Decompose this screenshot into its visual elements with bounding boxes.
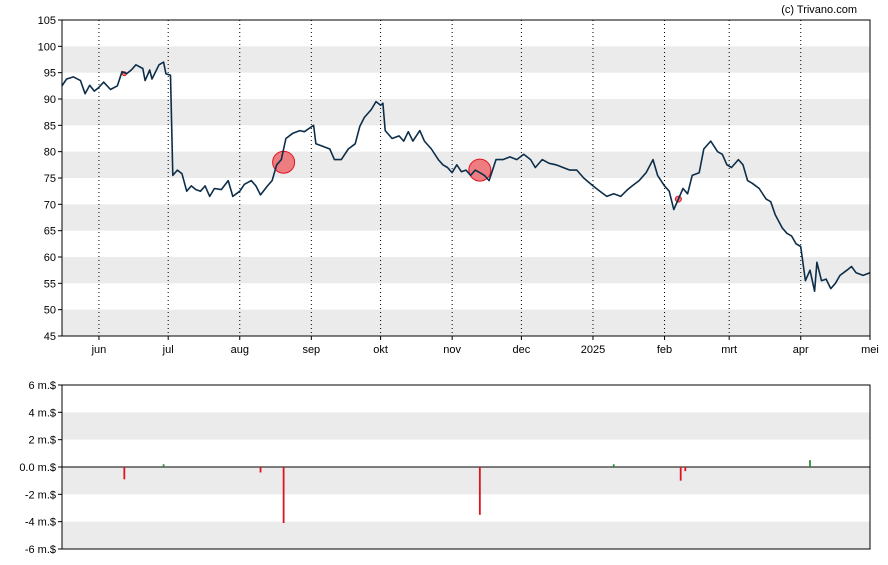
price-y-tick-label: 65 bbox=[44, 226, 56, 238]
price-grid-band bbox=[62, 99, 870, 126]
transactions-y-tick-label: -6 m.$ bbox=[25, 544, 56, 556]
price-x-tick-label: okt bbox=[373, 344, 388, 356]
transactions-y-tick-label: 0.0 m.$ bbox=[19, 462, 56, 474]
price-grid-band bbox=[62, 257, 870, 284]
price-x-tick-label: jul bbox=[162, 344, 174, 356]
price-month-gridlines bbox=[98, 20, 802, 336]
copyright-text: (c) Trivano.com bbox=[781, 4, 857, 16]
transactions-bars bbox=[123, 460, 811, 524]
price-x-tick-label: mrt bbox=[721, 344, 737, 356]
price-y-tick-label: 50 bbox=[44, 305, 56, 317]
price-y-tick-label: 60 bbox=[44, 252, 56, 264]
price-x-tick-label: apr bbox=[793, 344, 809, 356]
price-series-line bbox=[61, 61, 871, 292]
price-x-tick-label: 2025 bbox=[581, 344, 605, 356]
price-grid-band bbox=[62, 46, 870, 73]
transactions-y-axis-ticks: -6 m.$ -4 m.$ -2 m.$ 0.0 m.$ 2 m.$ 4 m.$ 6 m.$ bbox=[19, 380, 62, 556]
price-chart-frame bbox=[61, 19, 871, 337]
price-y-tick-label: 55 bbox=[44, 278, 56, 290]
price-grid-band bbox=[62, 204, 870, 231]
price-grid-band bbox=[62, 309, 870, 336]
price-y-tick-label: 80 bbox=[44, 147, 56, 159]
price-x-tick-label: jun bbox=[91, 344, 107, 356]
price-y-tick-label: 100 bbox=[38, 41, 56, 53]
transactions-y-tick-label: 4 m.$ bbox=[28, 407, 56, 419]
price-x-axis-ticks: jun jul aug sep okt nov dec 2025 feb mrt apr mei bbox=[91, 336, 879, 356]
price-x-tick-label: sep bbox=[302, 344, 320, 356]
price-y-tick-label: 70 bbox=[44, 199, 56, 211]
price-y-tick-label: 75 bbox=[44, 173, 56, 185]
price-x-tick-label: dec bbox=[513, 344, 531, 356]
transactions-grid-bands bbox=[62, 412, 870, 549]
price-grid-band bbox=[62, 151, 870, 178]
transactions-grid-band bbox=[62, 521, 870, 549]
price-x-tick-label: mei bbox=[861, 344, 879, 356]
price-transaction-markers bbox=[121, 71, 682, 203]
price-y-tick-label: 45 bbox=[44, 331, 56, 343]
price-x-tick-label: nov bbox=[443, 344, 461, 356]
price-x-tick-label: aug bbox=[231, 344, 249, 356]
price-y-tick-label: 90 bbox=[44, 94, 56, 106]
price-chart-panel: 45 50 55 60 65 70 75 80 85 90 95 100 105 jun jul aug se… bbox=[38, 15, 879, 356]
transactions-y-tick-label: 6 m.$ bbox=[28, 380, 56, 392]
transactions-grid-band bbox=[62, 412, 870, 440]
price-y-tick-label: 95 bbox=[44, 68, 56, 80]
transactions-y-tick-label: 2 m.$ bbox=[28, 435, 56, 447]
transactions-y-tick-label: -2 m.$ bbox=[25, 489, 56, 501]
transactions-y-tick-label: -4 m.$ bbox=[25, 517, 56, 529]
price-y-tick-label: 105 bbox=[38, 15, 56, 27]
transactions-grid-band bbox=[62, 467, 870, 495]
price-x-tick-label: feb bbox=[657, 344, 672, 356]
price-grid-bands bbox=[62, 46, 870, 336]
transactions-chart-panel: -6 m.$ -4 m.$ -2 m.$ 0.0 m.$ 2 m.$ 4 m.$ 6 m.$ bbox=[19, 380, 871, 556]
transactions-chart-frame bbox=[61, 384, 871, 550]
price-y-tick-label: 85 bbox=[44, 120, 56, 132]
price-y-axis-ticks: 45 50 55 60 65 70 75 80 85 90 95 100 105 bbox=[38, 15, 62, 343]
